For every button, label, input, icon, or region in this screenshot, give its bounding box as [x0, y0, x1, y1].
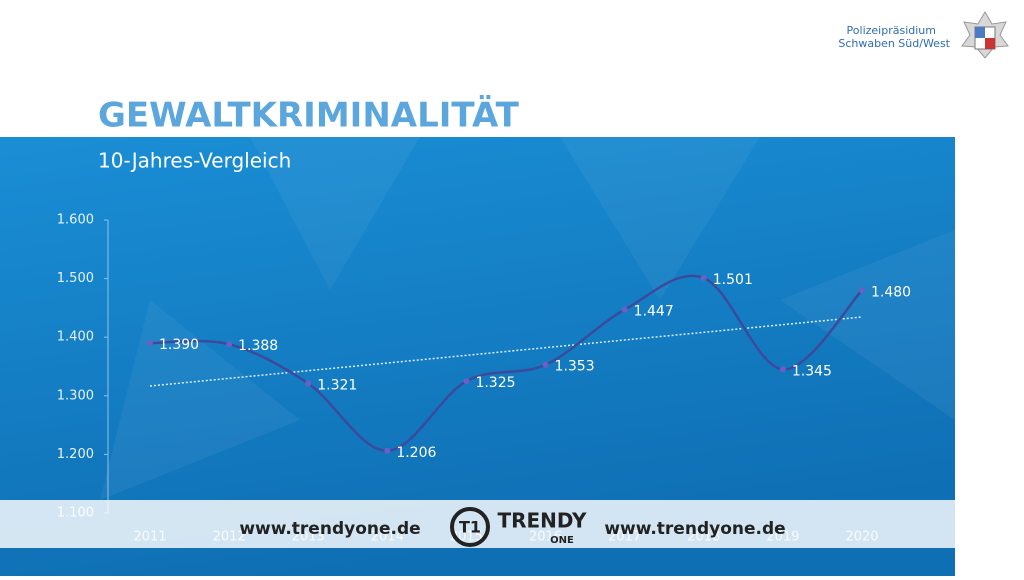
logo-text: ONE	[550, 535, 574, 546]
pattern	[100, 137, 955, 500]
data-label: 1.390	[159, 337, 199, 353]
watermark-bar	[0, 500, 955, 548]
x-tick-label: 2014	[371, 530, 404, 545]
x-tick-label: 2013	[292, 530, 325, 545]
x-tick-label: 2019	[766, 530, 799, 545]
data-point	[463, 378, 470, 385]
data-label: 1.447	[634, 304, 674, 320]
data-label: 1.388	[238, 338, 278, 354]
data-point	[147, 340, 153, 347]
logo-text: TRENDY	[497, 509, 587, 533]
data-label: 1.353	[555, 359, 595, 375]
x-tick-label: 2017	[608, 530, 641, 545]
data-label: 1.325	[475, 375, 515, 391]
data-point	[859, 287, 865, 294]
org-name: Polizeipräsidium	[847, 24, 936, 37]
watermark-url: www.trendyone.de	[604, 519, 785, 539]
data-point	[779, 366, 786, 373]
org-name: Schwaben Süd/West	[838, 37, 950, 50]
y-tick-label: 1.200	[57, 447, 94, 462]
title: GEWALTKRIMINALITÄT	[98, 95, 520, 136]
x-tick-label: 2012	[213, 530, 246, 545]
y-tick-label: 1.300	[57, 388, 94, 403]
data-point	[305, 380, 312, 387]
data-point	[621, 306, 628, 313]
y-tick-label: 1.400	[57, 330, 94, 345]
x-labels: 2011 2012 2013 2014 2015 2016 2017 2018 2019 2020	[133, 530, 878, 545]
data-point	[384, 447, 391, 454]
data-label: 1.321	[317, 377, 357, 393]
data-label: 1.480	[871, 284, 911, 300]
data-point	[542, 361, 549, 368]
watermark-url: www.trendyone.de	[239, 519, 420, 539]
data-point	[700, 275, 707, 282]
x-tick-label: 2016	[529, 530, 562, 545]
watermark-logo: T1 TRENDY ONE	[450, 507, 587, 547]
data-point	[226, 341, 233, 348]
police-logo	[961, 11, 1009, 59]
x-tick-label: 2020	[845, 530, 878, 545]
data-label: 1.206	[396, 445, 436, 461]
logo-mark: T1	[459, 518, 481, 537]
x-tick-label: 2018	[687, 530, 720, 545]
data-label: 1.345	[792, 363, 832, 379]
y-tick-label: 1.600	[57, 213, 94, 228]
y-tick-label: 1.500	[57, 271, 94, 286]
series-line	[149, 274, 863, 453]
data-label: 1.501	[713, 272, 753, 288]
subtitle: 10-Jahres-Vergleich	[98, 149, 291, 173]
x-tick-label: 2011	[133, 530, 166, 545]
